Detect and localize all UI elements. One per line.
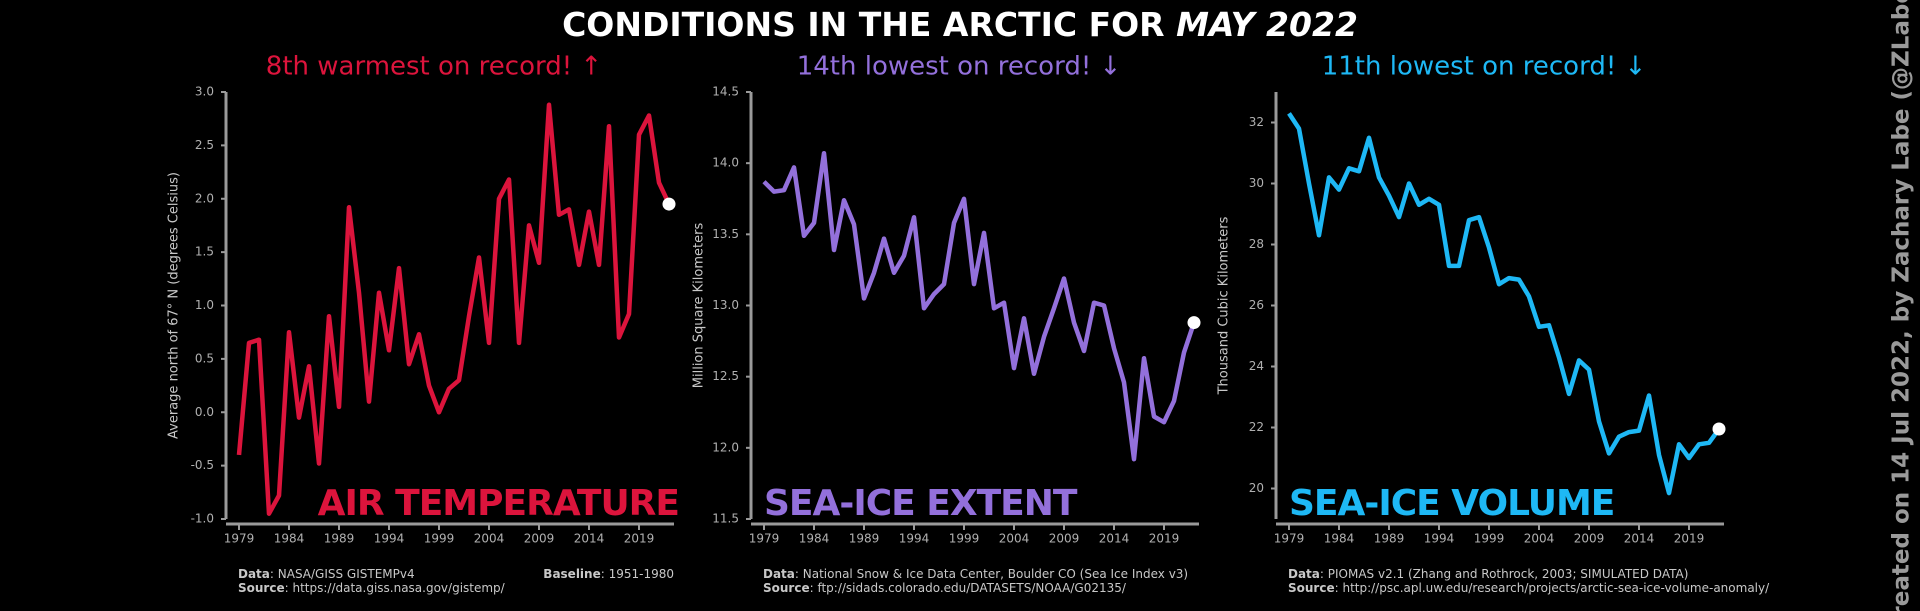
- x-tick-label: 1994: [374, 532, 405, 546]
- note-label: Source: [1288, 581, 1335, 595]
- x-tick-label: 2019: [624, 532, 655, 546]
- source-note: Source: http://psc.apl.uw.edu/research/p…: [1288, 581, 1770, 595]
- y-tick-label: 13.0: [712, 298, 739, 312]
- y-axis-label: Thousand Cubic Kilometers: [1217, 216, 1232, 395]
- credit: Created on 14 Jul 2022, by Zachary Labe …: [1889, 0, 1915, 611]
- title-emphasis: MAY 2022: [1176, 5, 1358, 44]
- x-tick-label: 2019: [1674, 532, 1705, 546]
- note-label: Baseline: [543, 567, 600, 581]
- source-note: Data: National Snow & Ice Data Center, B…: [763, 567, 1188, 581]
- y-tick-label: 14.0: [712, 156, 739, 170]
- note-label: Data: [238, 567, 270, 581]
- x-tick-label: 1999: [1474, 532, 1505, 546]
- y-tick-label: 1.0: [195, 298, 214, 312]
- y-axis-label: Million Square Kilometers: [692, 223, 707, 389]
- source-note: Source: https://data.giss.nasa.gov/giste…: [238, 581, 506, 595]
- latest-marker: [1712, 422, 1726, 436]
- y-tick-label: 1.5: [195, 245, 214, 259]
- y-tick-label: 2.0: [195, 191, 214, 205]
- latest-marker: [1187, 316, 1201, 330]
- x-tick-label: 1979: [224, 532, 255, 546]
- x-tick-label: 1979: [749, 532, 780, 546]
- x-tick-label: 2009: [1574, 532, 1605, 546]
- y-tick-label: 12.0: [712, 440, 739, 454]
- note-text: : National Snow & Ice Data Center, Bould…: [795, 567, 1188, 581]
- y-tick-label: 26: [1249, 298, 1264, 312]
- source-note: Source: ftp://sidads.colorado.edu/DATASE…: [763, 581, 1127, 595]
- note-label: Source: [238, 581, 285, 595]
- note-text: : ftp://sidads.colorado.edu/DATASETS/NOA…: [810, 581, 1127, 595]
- y-tick-label: -0.5: [191, 458, 214, 472]
- series-line: [762, 150, 1197, 462]
- x-tick-label: 2009: [524, 532, 555, 546]
- x-tick-label: 1999: [949, 532, 980, 546]
- x-tick-label: 1989: [324, 532, 355, 546]
- y-tick-label: -1.0: [191, 512, 214, 526]
- series-line: [236, 102, 672, 516]
- note-text: : PIOMAS v2.1 (Zhang and Rothrock, 2003;…: [1320, 567, 1689, 581]
- x-tick-label: 2014: [574, 532, 605, 546]
- x-tick-label: 2004: [999, 532, 1030, 546]
- note-label: Source: [763, 581, 810, 595]
- y-tick-label: 28: [1249, 237, 1264, 251]
- y-tick-label: 0.5: [195, 351, 214, 365]
- y-tick-label: 2.5: [195, 138, 214, 152]
- y-tick-label: 13.5: [712, 227, 739, 241]
- x-tick-label: 1984: [799, 532, 830, 546]
- y-tick-label: 32: [1249, 115, 1264, 129]
- latest-marker: [662, 197, 676, 211]
- x-tick-label: 2004: [1524, 532, 1555, 546]
- title-text: CONDITIONS IN THE ARCTIC FOR: [562, 5, 1165, 44]
- x-tick-label: 1989: [849, 532, 880, 546]
- x-tick-label: 2019: [1149, 532, 1180, 546]
- x-tick-label: 1994: [899, 532, 930, 546]
- baseline-note: Baseline: 1951-1980: [543, 567, 674, 581]
- panel-label: AIR TEMPERATURE: [318, 483, 679, 524]
- x-tick-label: 2014: [1624, 532, 1655, 546]
- figure-title: CONDITIONS IN THE ARCTIC FOR MAY 2022: [562, 5, 1358, 44]
- y-tick-label: 22: [1249, 420, 1264, 434]
- panel-subtitle: 14th lowest on record! ↓: [797, 52, 1122, 82]
- panel-subtitle: 11th lowest on record! ↓: [1322, 52, 1647, 82]
- y-tick-label: 12.5: [712, 369, 739, 383]
- note-label: Data: [763, 567, 795, 581]
- x-tick-label: 1979: [1274, 532, 1305, 546]
- panel-subtitle: 8th warmest on record! ↑: [266, 52, 602, 82]
- panel-label: SEA-ICE EXTENT: [764, 483, 1078, 524]
- y-tick-label: 3.0: [195, 85, 214, 99]
- y-axis-label: Average north of 67° N (degrees Celsius): [167, 172, 182, 439]
- source-note: Data: PIOMAS v2.1 (Zhang and Rothrock, 2…: [1288, 567, 1688, 581]
- note-text: : https://data.giss.nasa.gov/gistemp/: [285, 581, 506, 595]
- x-tick-label: 2004: [474, 532, 505, 546]
- x-tick-label: 2014: [1099, 532, 1130, 546]
- y-tick-label: 20: [1249, 481, 1264, 495]
- x-tick-label: 1984: [274, 532, 305, 546]
- x-tick-label: 1999: [424, 532, 455, 546]
- note-label: Data: [1288, 567, 1320, 581]
- note-text: : NASA/GISS GISTEMPv4: [270, 567, 415, 581]
- y-tick-label: 11.5: [712, 512, 739, 526]
- y-tick-label: 30: [1249, 176, 1264, 190]
- y-tick-label: 14.5: [712, 85, 739, 99]
- x-tick-label: 1994: [1424, 532, 1455, 546]
- note-text: : http://psc.apl.uw.edu/research/project…: [1335, 581, 1770, 595]
- x-tick-label: 2009: [1049, 532, 1080, 546]
- series-line: [1287, 112, 1721, 496]
- source-note: Data: NASA/GISS GISTEMPv4: [238, 567, 415, 581]
- panel-label: SEA-ICE VOLUME: [1289, 483, 1614, 524]
- x-tick-label: 1989: [1374, 532, 1405, 546]
- note-text: : 1951-1980: [601, 567, 674, 581]
- y-tick-label: 24: [1249, 359, 1264, 373]
- y-tick-label: 0.0: [195, 405, 214, 419]
- x-tick-label: 1984: [1324, 532, 1355, 546]
